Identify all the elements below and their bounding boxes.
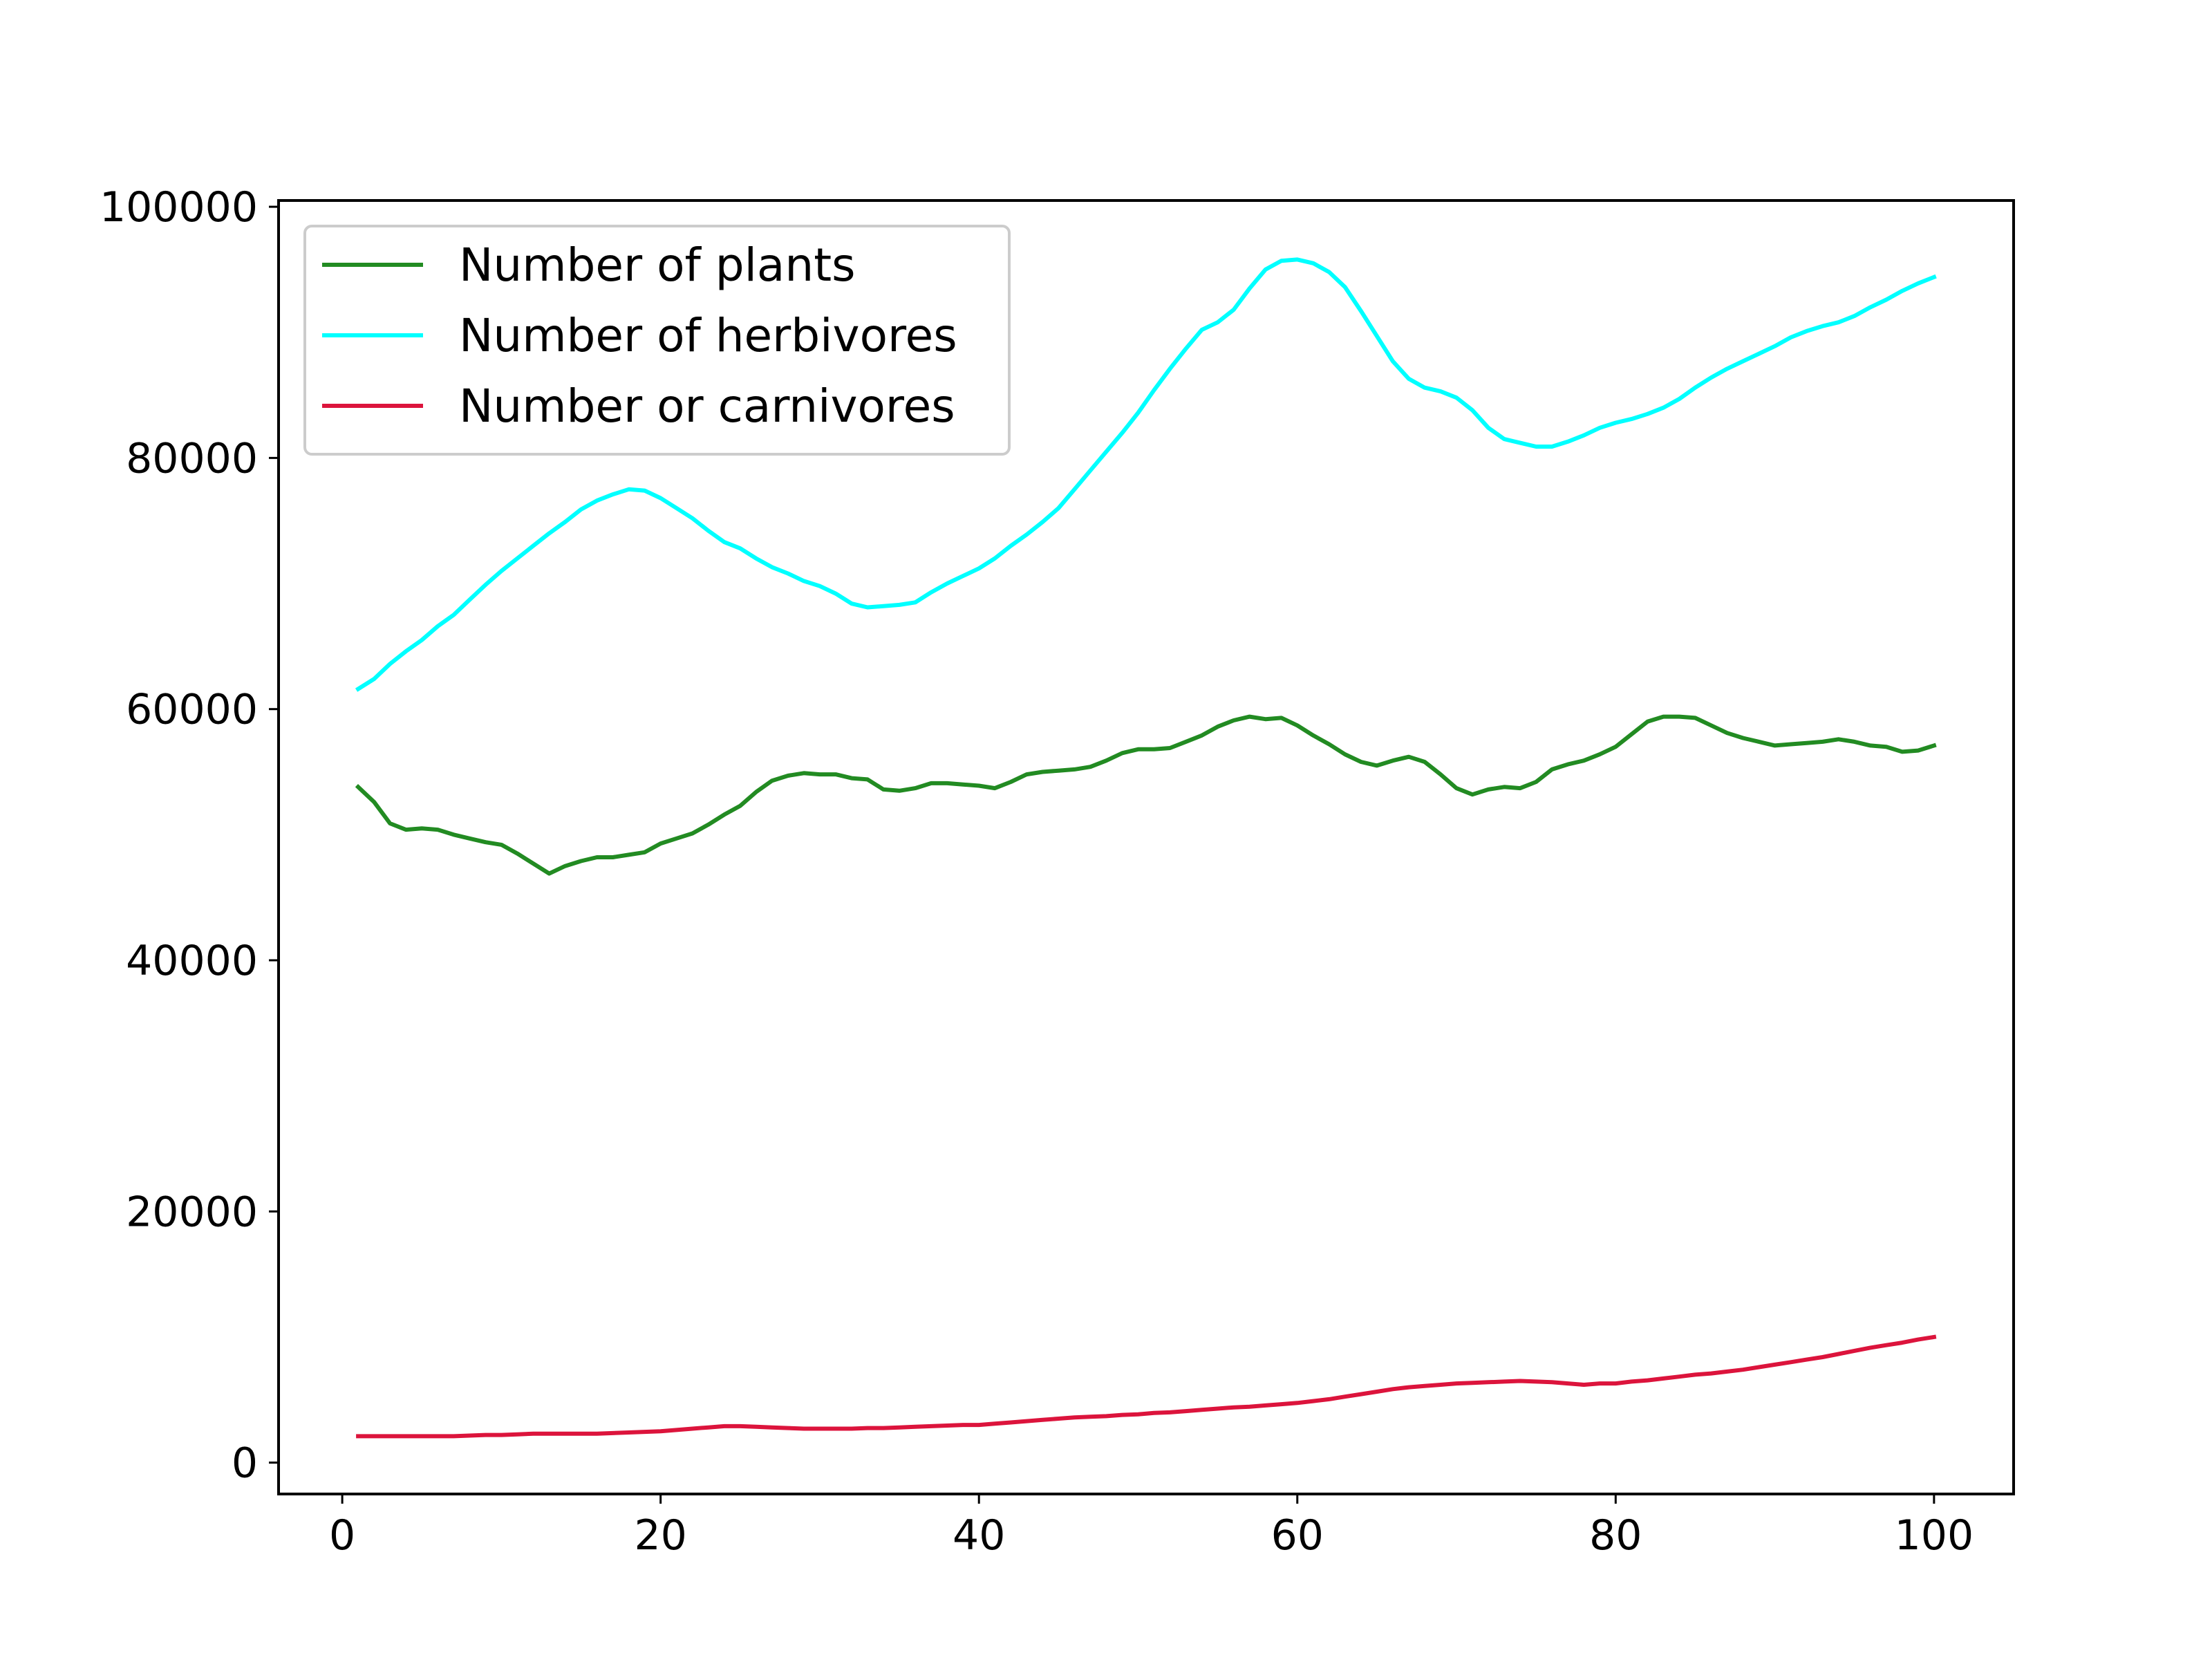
x-tick-label: 0 [329, 1511, 355, 1560]
series-line-carnivores [356, 1334, 1937, 1439]
y-tick-label: 20000 [126, 1188, 258, 1236]
y-axis: 0 20000 40000 60000 80000 100000 [100, 183, 279, 1488]
y-tick-label: 60000 [126, 686, 258, 734]
legend-label-herbivores: Number of herbivores [459, 309, 957, 362]
x-tick-label: 40 [953, 1511, 1005, 1560]
legend-frame [303, 225, 1011, 456]
y-tick-label: 40000 [126, 937, 258, 985]
y-tick-label: 100000 [100, 183, 258, 232]
series-line-plants [355, 714, 1937, 876]
legend-label-carnivores: Number or carnivores [459, 380, 955, 433]
plot-frame [277, 199, 2015, 1495]
x-tick-label: 80 [1589, 1511, 1642, 1560]
x-tick-label: 100 [1895, 1511, 1974, 1560]
x-tick-label: 20 [634, 1511, 686, 1560]
y-tick-label: 80000 [126, 434, 258, 483]
series-layer [355, 257, 1937, 1439]
y-tick-label: 0 [232, 1439, 258, 1488]
x-axis: 0 20 40 60 80 100 [329, 1494, 1974, 1560]
legend: Number of plants Number of herbivores Nu… [303, 225, 1011, 456]
legend-label-plants: Number of plants [459, 239, 855, 292]
x-tick-label: 60 [1271, 1511, 1324, 1560]
series-line-herbivores [355, 257, 1937, 692]
